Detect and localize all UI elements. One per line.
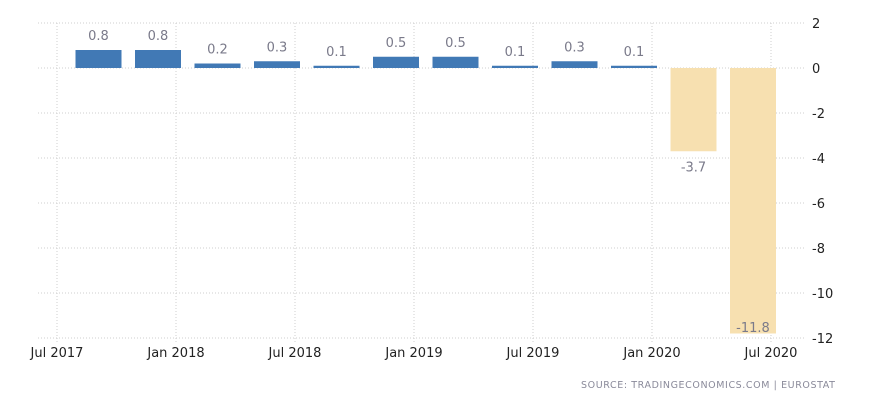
bar <box>373 56 419 68</box>
data-label: 0.1 <box>326 45 347 60</box>
data-label: 0.2 <box>207 43 228 58</box>
y-tick-label: -8 <box>812 242 825 257</box>
bar <box>432 56 479 68</box>
x-tick-label: Jul 2017 <box>30 346 84 361</box>
y-tick-label: -12 <box>812 332 833 347</box>
bar <box>670 68 717 152</box>
data-label: 0.5 <box>445 36 466 51</box>
data-label: 0.5 <box>386 36 407 51</box>
x-tick-label: Jul 2018 <box>268 346 322 361</box>
data-label: 0.1 <box>505 45 526 60</box>
y-tick-label: -4 <box>812 152 825 167</box>
data-label: 0.3 <box>564 40 585 55</box>
y-tick-label: 0 <box>812 62 820 77</box>
data-label: -3.7 <box>681 160 706 175</box>
bar <box>313 65 360 68</box>
y-tick-label: 2 <box>812 17 820 32</box>
y-tick-label: -10 <box>812 287 833 302</box>
data-label: 0.3 <box>267 40 288 55</box>
source-note: SOURCE: TRADINGECONOMICS.COM | EUROSTAT <box>581 380 836 391</box>
x-tick-label: Jan 2020 <box>622 346 680 361</box>
data-label: 0.8 <box>148 29 169 44</box>
data-label: 0.1 <box>624 45 645 60</box>
x-tick-label: Jan 2019 <box>384 346 442 361</box>
bar <box>611 65 657 68</box>
bar <box>730 68 776 334</box>
data-label: -11.8 <box>736 321 770 336</box>
bar <box>551 61 598 68</box>
data-label: 0.8 <box>88 29 109 44</box>
x-tick-label: Jul 2019 <box>506 346 560 361</box>
bar <box>135 50 181 68</box>
y-tick-label: -6 <box>812 197 825 212</box>
bar <box>492 65 538 68</box>
bar <box>254 61 300 68</box>
x-tick-label: Jul 2020 <box>744 346 798 361</box>
x-tick-label: Jan 2018 <box>146 346 204 361</box>
bar <box>194 63 241 68</box>
bar <box>75 50 122 68</box>
y-tick-label: -2 <box>812 107 825 122</box>
